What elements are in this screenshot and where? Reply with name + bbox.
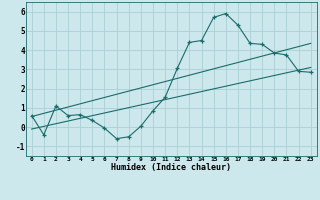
X-axis label: Humidex (Indice chaleur): Humidex (Indice chaleur) xyxy=(111,163,231,172)
